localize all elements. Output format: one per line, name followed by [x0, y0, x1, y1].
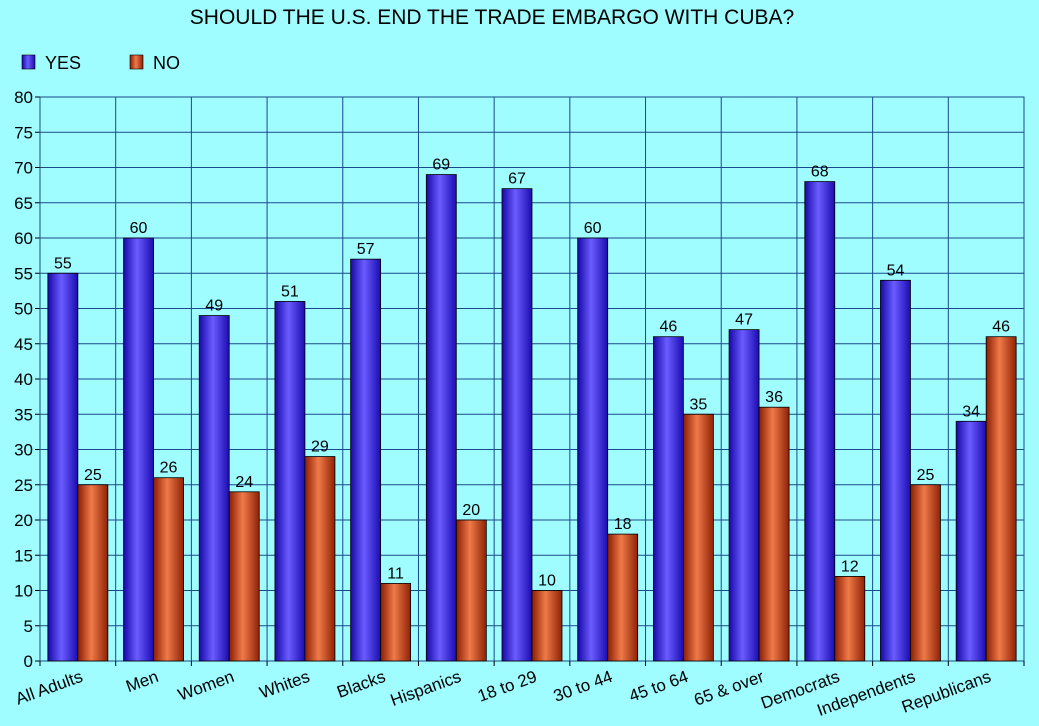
data-label-no: 20 — [462, 502, 480, 519]
data-label-no: 46 — [992, 319, 1010, 336]
y-tick-label: 20 — [14, 511, 33, 530]
legend-item-yes: YES — [21, 53, 81, 73]
data-label-yes: 68 — [811, 164, 829, 181]
data-label-yes: 69 — [432, 157, 450, 174]
data-label-no: 25 — [917, 467, 935, 484]
data-label-no: 25 — [84, 467, 102, 484]
legend-item-no: NO — [129, 53, 180, 73]
y-tick-label: 0 — [24, 652, 33, 671]
bar-no — [228, 491, 260, 662]
bar-no — [682, 413, 714, 662]
x-category-label: Whites — [257, 667, 312, 703]
y-tick-label: 30 — [14, 441, 33, 460]
y-tick-label: 65 — [14, 194, 33, 213]
bar-no — [380, 583, 412, 662]
y-tick-label: 35 — [14, 405, 33, 424]
bar-no — [304, 456, 336, 662]
data-label-no: 29 — [311, 439, 329, 456]
legend-swatch-yes — [21, 54, 36, 70]
y-tick-label: 50 — [14, 300, 33, 319]
data-label-no: 11 — [387, 565, 404, 582]
x-category-label: Men — [123, 667, 161, 696]
bar-no — [77, 484, 109, 662]
x-category-label: Women — [175, 667, 236, 705]
data-label-yes: 51 — [281, 283, 299, 300]
data-label-no: 24 — [235, 474, 253, 491]
data-label-yes: 67 — [508, 171, 526, 188]
data-label-no: 26 — [160, 460, 178, 477]
bar-no — [758, 406, 790, 662]
bar-yes — [425, 174, 457, 662]
y-tick-label: 60 — [14, 229, 33, 248]
legend-swatch-no — [129, 54, 144, 70]
bar-yes — [652, 336, 684, 662]
bar-yes — [728, 329, 760, 662]
legend-label-no: NO — [153, 53, 180, 73]
bar-yes — [198, 315, 230, 662]
bar-no — [531, 590, 563, 662]
y-tick-label: 5 — [24, 617, 33, 636]
x-category-label: 45 to 64 — [627, 667, 691, 706]
bar-yes — [501, 188, 533, 662]
bar-yes — [123, 237, 154, 662]
data-label-yes: 46 — [659, 319, 677, 336]
data-label-no: 10 — [538, 573, 556, 590]
chart-title: SHOULD THE U.S. END THE TRADE EMBARGO WI… — [190, 6, 794, 29]
data-label-no: 12 — [841, 558, 859, 575]
y-tick-label: 10 — [14, 582, 33, 601]
y-tick-label: 70 — [14, 159, 33, 178]
bars — [47, 174, 1017, 662]
bar-yes — [577, 237, 609, 662]
y-tick-label: 45 — [14, 335, 33, 354]
x-category-label: Hispanics — [388, 667, 464, 710]
bar-no — [834, 576, 866, 662]
y-tick-label: 25 — [14, 476, 33, 495]
bar-no — [607, 533, 639, 662]
data-label-yes: 60 — [584, 220, 602, 237]
y-tick-label: 55 — [14, 264, 33, 283]
x-category-label: Blacks — [334, 667, 388, 702]
y-tick-label: 80 — [14, 88, 33, 107]
y-tick-label: 15 — [14, 546, 33, 565]
data-label-no: 35 — [689, 396, 707, 413]
data-label-yes: 54 — [887, 262, 905, 279]
x-category-label: 30 to 44 — [551, 667, 615, 706]
x-category-label: 18 to 29 — [475, 667, 539, 706]
data-label-yes: 34 — [962, 403, 980, 420]
bar-no — [455, 519, 487, 662]
legend: YES NO — [21, 53, 180, 73]
bar-yes — [47, 272, 79, 662]
data-label-yes: 55 — [54, 255, 72, 272]
data-label-no: 18 — [614, 516, 632, 533]
y-tick-label: 75 — [14, 123, 33, 142]
legend-label-yes: YES — [45, 53, 81, 73]
bar-no — [153, 477, 184, 662]
data-label-yes: 49 — [205, 298, 223, 315]
bar-no — [985, 336, 1017, 662]
bar-yes — [804, 181, 836, 662]
bar-yes — [880, 279, 911, 662]
bar-no — [910, 484, 941, 662]
data-label-yes: 60 — [130, 220, 148, 237]
data-label-yes: 47 — [735, 312, 753, 329]
y-tick-label: 40 — [14, 370, 33, 389]
data-label-no: 36 — [765, 389, 783, 406]
x-category-label: All Adults — [13, 667, 85, 709]
x-category-label: 65 & over — [692, 667, 767, 710]
bar-yes — [274, 301, 306, 662]
data-label-yes: 57 — [357, 241, 375, 258]
bar-yes — [350, 258, 382, 662]
bar-yes — [955, 420, 987, 662]
